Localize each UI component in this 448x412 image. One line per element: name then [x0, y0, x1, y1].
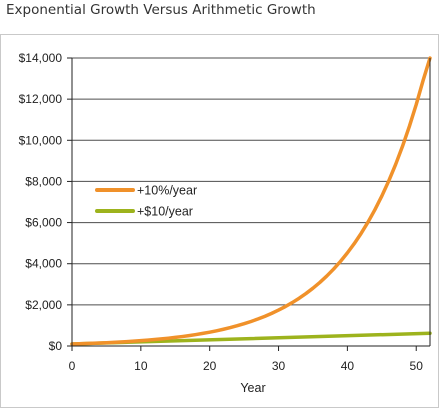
y-tick-label: $6,000: [25, 216, 62, 230]
chart-title: Exponential Growth Versus Arithmetic Gro…: [6, 2, 316, 18]
y-tick-label: $14,000: [19, 51, 63, 65]
y-tick-label: $12,000: [19, 92, 63, 106]
x-tick-label: 30: [272, 359, 286, 373]
x-tick-label: 40: [341, 359, 355, 373]
y-tick-label: $8,000: [25, 174, 62, 188]
x-tick-label: 0: [69, 359, 76, 373]
y-tick-label: $2,000: [25, 298, 62, 312]
axes: $0 $2,000 $4,000 $6,000 $8,000 $10,000 $12,000…: [19, 51, 431, 395]
legend-label-arithmetic: +$10/year: [137, 205, 193, 219]
y-tick-label: $4,000: [25, 257, 62, 271]
y-tick-label: $10,000: [19, 133, 63, 147]
chart-frame: [0, 34, 439, 408]
legend-label-exponential: +10%/year: [137, 184, 197, 198]
series-line-exponential: [70, 56, 432, 346]
x-tick-label: 50: [410, 359, 424, 373]
x-axis-title: Year: [240, 381, 265, 395]
y-tick-label: $0: [49, 339, 63, 353]
legend: +10%/year +$10/year: [95, 184, 197, 219]
series-lines: [70, 56, 432, 346]
gridlines: [72, 57, 430, 306]
x-tick-label: 20: [203, 359, 217, 373]
x-tick-label: 10: [134, 359, 148, 373]
